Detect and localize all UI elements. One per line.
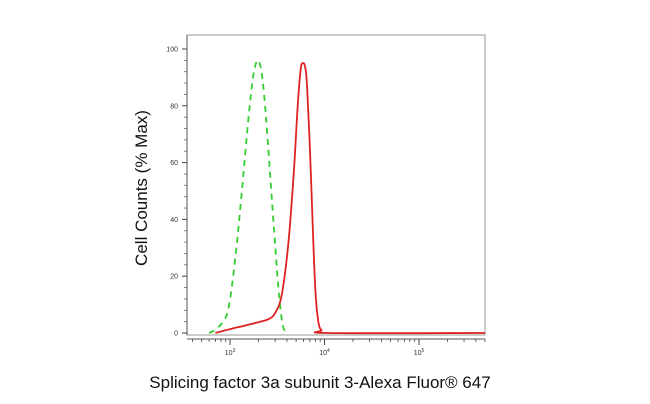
y-tick-label: 0 — [174, 331, 178, 338]
sample-curve — [215, 62, 486, 335]
x-axis-title: Splicing factor 3a subunit 3-Alexa Fluor… — [149, 373, 490, 392]
y-tick-label: 60 — [170, 160, 178, 167]
x-tick-label: 104 — [319, 348, 330, 357]
x-tick-label: 105 — [414, 348, 425, 357]
y-tick-label: 80 — [170, 103, 178, 110]
series-layer — [208, 59, 486, 335]
y-axis-ticks: 0 20 40 60 80 100 — [166, 47, 187, 338]
x-tick-label: 103 — [225, 348, 236, 357]
x-axis-ticks: 103 104 105 — [192, 339, 486, 357]
isotype-control-curve — [208, 59, 288, 334]
y-axis-title: Cell Counts (% Max) — [132, 110, 151, 266]
y-tick-label: 100 — [166, 47, 178, 54]
y-tick-label: 40 — [170, 217, 178, 224]
y-tick-label: 20 — [170, 274, 178, 281]
plot-frame — [186, 34, 486, 336]
